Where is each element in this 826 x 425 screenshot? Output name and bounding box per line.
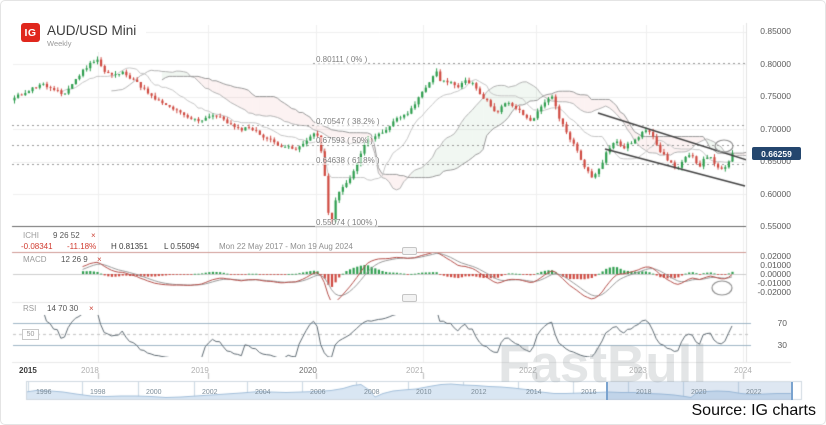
current-price-badge: 0.66259 bbox=[752, 147, 801, 160]
rsi-close-icon[interactable]: × bbox=[89, 304, 94, 313]
ichimoku-high: H 0.81351 bbox=[111, 242, 148, 251]
navigator-selected-range[interactable] bbox=[606, 382, 793, 400]
macd-close-icon[interactable]: × bbox=[97, 255, 102, 264]
macd-indicator-row: MACD 12 26 9 × bbox=[1, 255, 825, 266]
panel-resize-handle[interactable] bbox=[402, 247, 417, 255]
timeframe-label: Weekly bbox=[47, 39, 72, 48]
macd-params: 12 26 9 bbox=[61, 255, 88, 264]
ichimoku-indicator-row: ICHI 9 26 52 × bbox=[1, 231, 825, 242]
rsi-params: 14 70 30 bbox=[47, 304, 79, 313]
ichimoku-change-pct: -11.18% bbox=[67, 242, 97, 251]
ichimoku-label: ICHI bbox=[23, 231, 39, 240]
ichimoku-date-range: Mon 22 May 2017 - Mon 19 Aug 2024 bbox=[219, 242, 353, 251]
ichimoku-values-row: -0.08341 -11.18% H 0.81351 L 0.55094 Mon… bbox=[1, 242, 825, 253]
rsi-mid-level-badge: 50 bbox=[22, 329, 39, 340]
rsi-indicator-row: RSI 14 70 30 × bbox=[1, 304, 825, 315]
ichimoku-low: L 0.55094 bbox=[164, 242, 200, 251]
rsi-label: RSI bbox=[23, 304, 37, 313]
macd-label: MACD bbox=[23, 255, 47, 264]
ig-logo-icon: IG bbox=[21, 23, 40, 42]
instrument-header: IG AUD/USD Mini Weekly bbox=[13, 19, 147, 52]
ichimoku-params: 9 26 52 bbox=[53, 231, 80, 240]
source-caption: Source: IG charts bbox=[691, 402, 817, 419]
instrument-title: AUD/USD Mini bbox=[47, 23, 137, 38]
panel-resize-handle[interactable] bbox=[402, 294, 417, 302]
ichimoku-change: -0.08341 bbox=[21, 242, 53, 251]
ichimoku-close-icon[interactable]: × bbox=[91, 231, 96, 240]
